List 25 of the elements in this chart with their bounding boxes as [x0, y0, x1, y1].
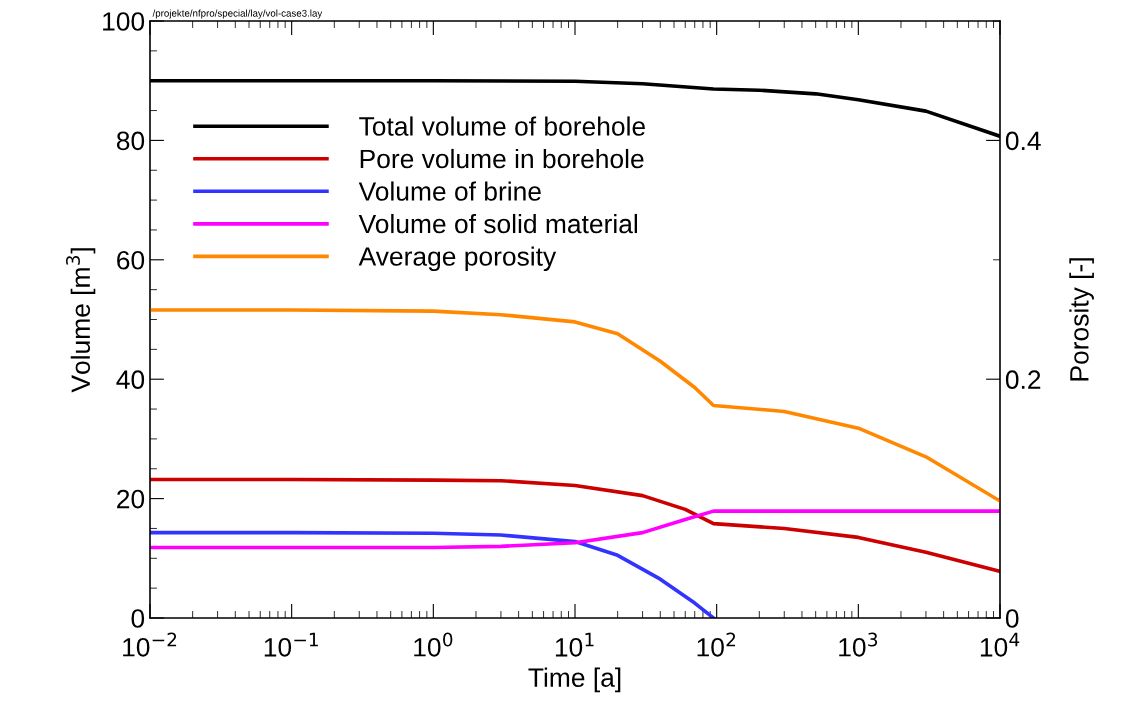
y-axis-title: Volume [m$^{3}$]	[66, 248, 96, 393]
y2-tick-label: 0.4	[1005, 131, 1041, 151]
legend-label: Average porosity	[358, 246, 557, 272]
y2-axis-title: Porosity [-]	[1069, 258, 1094, 381]
y2-tick-label: 0.2	[1005, 370, 1041, 390]
legend-label: Pore volume in borehole	[360, 148, 644, 169]
legend-label: Total volume of borehole	[359, 116, 645, 136]
x-axis-title: Time [a]	[528, 667, 621, 693]
x-tick-label: 10$^{4}$	[980, 632, 1020, 657]
y-tick-label: 40	[116, 370, 145, 390]
y2-tick-label: 0	[1005, 609, 1019, 628]
y-tick-label: 80	[116, 131, 145, 151]
x-tick-label: 10$^{−2}$	[123, 632, 177, 657]
y-tick-label: 0	[131, 609, 145, 628]
x-tick-label: 10$^{2}$	[697, 632, 736, 657]
y-tick-label: 60	[117, 250, 145, 270]
y-tick-label: 100	[103, 12, 145, 31]
text: /projekte/nfpro/special/lay/vol-case3.lay	[152, 9, 323, 19]
y-tick-label: 20	[117, 489, 145, 509]
x-tick-label: 10$^{−1}$	[264, 632, 318, 657]
x-tick-label: 10$^{3}$	[839, 632, 878, 657]
x-tick-label: 10$^{1}$	[555, 632, 594, 657]
legend-label: Volume of brine	[358, 181, 541, 201]
legend-label: Volume of solid material	[358, 213, 637, 234]
x-tick-label: 10$^{0}$	[414, 632, 453, 657]
